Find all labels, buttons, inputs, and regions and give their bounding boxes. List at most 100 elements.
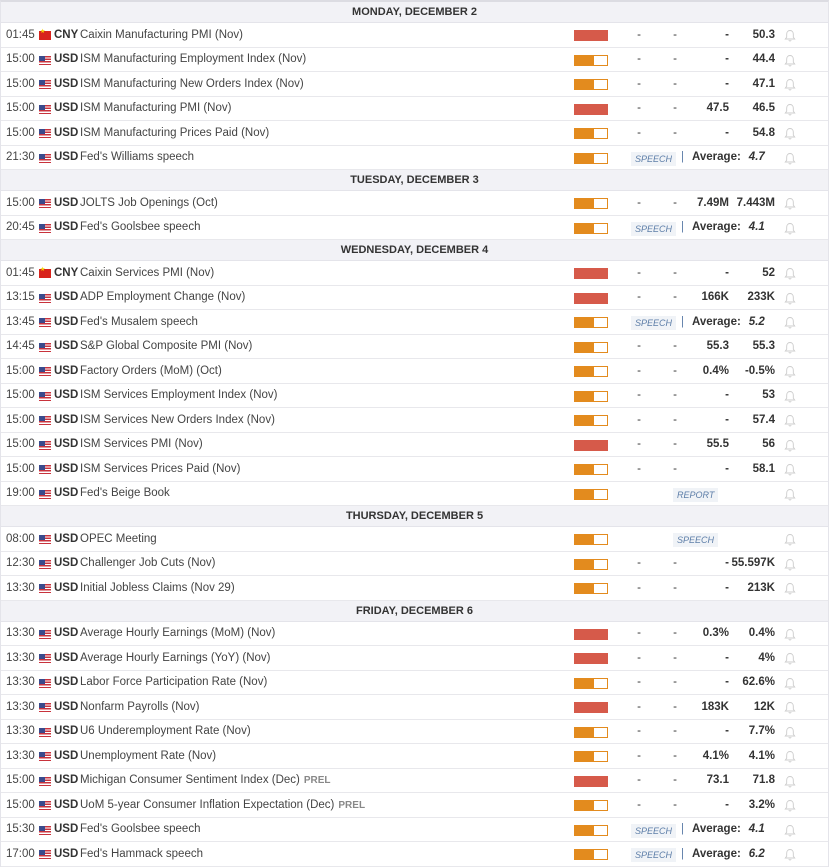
event-name[interactable]: U6 Underemployment Rate (Nov) — [80, 725, 251, 737]
event-name[interactable]: Fed's Hammack speech — [80, 848, 203, 860]
event-row[interactable]: 21:30 USD Fed's Williams speech SPEECH | Aver… — [1, 146, 828, 170]
event-name[interactable]: Fed's Williams speech — [80, 151, 194, 163]
event-row[interactable]: 15:00 USD Factory Orders (MoM) (Oct) - - 0.4%… — [1, 359, 828, 384]
bell-icon[interactable] — [784, 848, 796, 861]
bell-icon[interactable] — [784, 652, 796, 665]
event-name[interactable]: ISM Manufacturing PMI (Nov) — [80, 102, 231, 114]
event-row[interactable]: 13:30 USD Labor Force Participation Rate (… — [1, 671, 828, 695]
event-name[interactable]: UoM 5-year Consumer Inflation Expectatio… — [80, 799, 365, 811]
bell-icon[interactable] — [784, 316, 796, 329]
event-name[interactable]: Labor Force Participation Rate (Nov) — [80, 676, 267, 688]
event-name[interactable]: ISM Services Employment Index (Nov) — [80, 389, 277, 401]
event-row[interactable]: 15:00 USD ISM Services Prices Paid (Nov) - -… — [1, 457, 828, 482]
event-row[interactable]: 12:30 USD Challenger Job Cuts (Nov) - - -55.5… — [1, 552, 828, 576]
event-row[interactable]: 13:30 USD Initial Jobless Claims (Nov 29) -… — [1, 576, 828, 601]
event-name[interactable]: ADP Employment Change (Nov) — [80, 291, 245, 303]
event-name[interactable]: ISM Manufacturing Prices Paid (Nov) — [80, 127, 269, 139]
event-row[interactable]: 15:30 USD Fed's Goolsbee speech SPEECH | Aver… — [1, 818, 828, 842]
event-row[interactable]: 15:00 USD ISM Manufacturing New Orders Ind… — [1, 72, 828, 97]
bell-icon[interactable] — [784, 463, 796, 476]
actual-value: - — [637, 364, 641, 377]
event-row[interactable]: 15:00 USD ISM Services New Orders Index (N… — [1, 408, 828, 433]
event-name[interactable]: OPEC Meeting — [80, 533, 157, 545]
event-name[interactable]: ISM Manufacturing New Orders Index (Nov) — [80, 78, 304, 90]
event-name-text: OPEC Meeting — [80, 532, 157, 545]
event-name[interactable]: Michigan Consumer Sentiment Index (Dec) P… — [80, 774, 331, 786]
us-flag-icon — [39, 535, 51, 544]
event-row[interactable]: 17:00 USD Fed's Hammack speech SPEECH | Avera… — [1, 842, 828, 867]
bell-icon[interactable] — [784, 78, 796, 91]
bell-icon[interactable] — [784, 390, 796, 403]
event-name[interactable]: Fed's Goolsbee speech — [80, 823, 200, 835]
event-time: 13:45 — [6, 315, 35, 328]
bell-icon[interactable] — [784, 54, 796, 67]
event-row[interactable]: 13:45 USD Fed's Musalem speech SPEECH | Avera… — [1, 310, 828, 335]
event-row[interactable]: 15:00 USD Michigan Consumer Sentiment Inde… — [1, 769, 828, 793]
event-name[interactable]: S&P Global Composite PMI (Nov) — [80, 340, 252, 352]
consensus-value: - — [725, 651, 729, 664]
event-row[interactable]: 15:00 USD JOLTS Job Openings (Oct) - - 7.49M 7… — [1, 191, 828, 216]
event-row[interactable]: 15:00 USD ISM Manufacturing Prices Paid (N… — [1, 121, 828, 146]
event-name[interactable]: ISM Services Prices Paid (Nov) — [80, 463, 240, 475]
event-name[interactable]: JOLTS Job Openings (Oct) — [80, 197, 218, 209]
event-row[interactable]: 13:30 USD Average Hourly Earnings (YoY) (N… — [1, 646, 828, 671]
bell-icon[interactable] — [784, 582, 796, 595]
event-row[interactable]: 15:00 USD ISM Manufacturing Employment Ind… — [1, 48, 828, 72]
event-name[interactable]: Caixin Services PMI (Nov) — [80, 267, 214, 279]
bell-icon[interactable] — [784, 292, 796, 305]
bell-icon[interactable] — [784, 341, 796, 354]
bell-icon[interactable] — [784, 533, 796, 546]
event-name[interactable]: Average Hourly Earnings (YoY) (Nov) — [80, 652, 270, 664]
event-name[interactable]: Factory Orders (MoM) (Oct) — [80, 365, 222, 377]
event-name[interactable]: Unemployment Rate (Nov) — [80, 750, 216, 762]
bell-icon[interactable] — [784, 439, 796, 452]
event-name[interactable]: Challenger Job Cuts (Nov) — [80, 557, 216, 569]
event-time: 13:15 — [6, 291, 35, 304]
bell-icon[interactable] — [784, 222, 796, 235]
impact-medium-bar — [574, 390, 608, 402]
event-name[interactable]: Fed's Goolsbee speech — [80, 221, 200, 233]
bell-icon[interactable] — [784, 750, 796, 763]
bell-icon[interactable] — [784, 824, 796, 837]
event-name[interactable]: ISM Services PMI (Nov) — [80, 438, 203, 450]
event-row[interactable]: 15:00 USD ISM Services PMI (Nov) - - 55.5 56 — [1, 433, 828, 457]
bell-icon[interactable] — [784, 799, 796, 812]
event-row[interactable]: 20:45 USD Fed's Goolsbee speech SPEECH | Aver… — [1, 216, 828, 240]
event-name[interactable]: ISM Manufacturing Employment Index (Nov) — [80, 53, 306, 65]
bell-icon[interactable] — [784, 152, 796, 165]
event-name[interactable]: Average Hourly Earnings (MoM) (Nov) — [80, 627, 275, 639]
bell-icon[interactable] — [784, 267, 796, 280]
event-row[interactable]: 13:30 USD Nonfarm Payrolls (Nov) - - 183K 12K — [1, 695, 828, 720]
event-row[interactable]: 13:30 USD Average Hourly Earnings (MoM) (N… — [1, 622, 828, 646]
bell-icon[interactable] — [784, 701, 796, 714]
event-row[interactable]: 15:00 USD UoM 5-year Consumer Inflation Ex… — [1, 793, 828, 818]
event-row[interactable]: 15:00 USD ISM Manufacturing PMI (Nov) - - 47.… — [1, 97, 828, 121]
event-row[interactable]: 13:30 USD Unemployment Rate (Nov) - - 4.1% 4.1… — [1, 744, 828, 769]
event-row[interactable]: 13:15 USD ADP Employment Change (Nov) - - 166… — [1, 286, 828, 310]
event-name[interactable]: Caixin Manufacturing PMI (Nov) — [80, 29, 243, 41]
bell-icon[interactable] — [784, 726, 796, 739]
event-row[interactable]: 08:00 USD OPEC Meeting SPEECH — [1, 527, 828, 552]
event-row[interactable]: 19:00 USD Fed's Beige Book REPORT — [1, 482, 828, 506]
bell-icon[interactable] — [784, 775, 796, 788]
bell-icon[interactable] — [784, 488, 796, 501]
event-name[interactable]: Nonfarm Payrolls (Nov) — [80, 701, 200, 713]
bell-icon[interactable] — [784, 103, 796, 116]
bell-icon[interactable] — [784, 197, 796, 210]
bell-icon[interactable] — [784, 558, 796, 571]
event-name[interactable]: Fed's Musalem speech — [80, 316, 198, 328]
event-name[interactable]: Initial Jobless Claims (Nov 29) — [80, 582, 235, 594]
bell-icon[interactable] — [784, 29, 796, 42]
bell-icon[interactable] — [784, 414, 796, 427]
bell-icon[interactable] — [784, 628, 796, 641]
event-row[interactable]: 15:00 USD ISM Services Employment Index (N… — [1, 384, 828, 408]
event-row[interactable]: 14:45 USD S&P Global Composite PMI (Nov) - -… — [1, 335, 828, 359]
bell-icon[interactable] — [784, 127, 796, 140]
bell-icon[interactable] — [784, 365, 796, 378]
event-name[interactable]: ISM Services New Orders Index (Nov) — [80, 414, 275, 426]
bell-icon[interactable] — [784, 677, 796, 690]
event-name[interactable]: Fed's Beige Book — [80, 487, 170, 499]
event-row[interactable]: 13:30 USD U6 Underemployment Rate (Nov) - - -… — [1, 720, 828, 744]
